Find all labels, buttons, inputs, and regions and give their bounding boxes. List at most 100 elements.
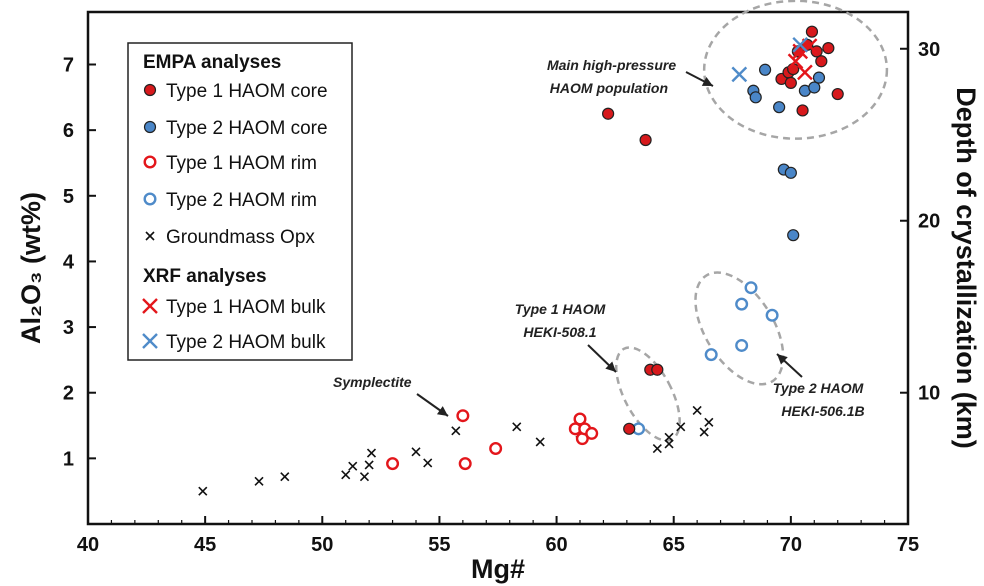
point-type-2-haom-rim [744,281,758,295]
annotation-main-population-line2: HAOM population [550,80,668,96]
y-axis-right-title: Depth of crystallization (km) [951,87,981,449]
point-groundmass-opx [198,486,208,496]
point-type-1-haom-core [651,363,664,376]
legend-label-type-2-haom-bulk: Type 2 HAOM bulk [166,332,326,353]
y-tick-label: 1 [63,448,74,470]
series-type-1-haom-bulk [787,38,818,81]
legend-marker-type-1-haom-core [143,83,157,97]
legend-label-type-1-haom-core: Type 1 HAOM core [166,81,328,102]
point-type-1-haom-bulk [787,53,804,70]
point-type-2-haom-core [808,81,821,94]
point-type-1-haom-core [639,133,652,147]
legend-label-type-2-haom-core: Type 2 HAOM core [166,118,328,139]
annotation-main-population: Main high-pressure HAOM population [547,57,680,96]
point-type-1-haom-core [822,42,835,55]
point-groundmass-opx [676,422,686,432]
legend-item-type-2-haom-bulk: Type 2 HAOM bulk [142,332,326,353]
point-type-1-haom-rim [458,457,472,471]
x-tick-label: 70 [780,534,802,556]
legend: EMPA analyses XRF analyses Type 1 HAOM c… [127,42,353,361]
point-type-1-haom-core [602,107,615,120]
legend-heading-xrf: XRF analyses [143,266,267,287]
y2-tick-label: 20 [918,211,940,233]
point-type-2-haom-core [749,91,762,104]
point-groundmass-opx [535,437,545,447]
x-tick-label: 55 [428,534,450,556]
annotation-type2: Type 2 HAOM HEKI-506.1B [773,380,867,419]
legend-marker-type-1-haom-rim [143,155,157,169]
legend-label-type-1-haom-rim: Type 1 HAOM rim [166,153,317,174]
x-tick-label: 60 [545,534,567,556]
point-groundmass-opx [364,460,374,470]
point-groundmass-opx [280,472,290,482]
legend-marker-type-2-haom-rim [143,192,157,206]
point-type-2-haom-core [812,71,826,84]
annotation-main-population-line1: Main high-pressure [547,57,676,73]
point-type-2-haom-core [773,101,786,114]
legend-item-type-1-haom-rim: Type 1 HAOM rim [143,153,317,174]
y-axis-title: Al₂O₃ (wt%) [16,192,46,344]
annotation-symplectite: Symplectite [333,374,412,390]
point-groundmass-opx [254,476,264,486]
y-tick-label: 6 [63,120,74,142]
point-type-2-haom-rim [765,308,779,322]
y-tick-label: 7 [63,55,74,77]
arrow-type1-haom-head [605,361,616,372]
arrow-symplectite-head [436,406,448,416]
annotation-type1-line2: HEKI-508.1 [523,324,596,340]
point-groundmass-opx [423,458,433,468]
point-type-2-haom-core [784,166,797,179]
point-type-2-haom-bulk [792,36,809,53]
point-type-1-haom-core [784,76,797,89]
point-groundmass-opx [348,461,358,471]
series-type-2-haom-rim [632,281,779,436]
legend-item-groundmass-opx: Groundmass Opx [145,227,315,248]
ellipse-main-population [702,0,889,140]
x-axis-title: Mg# [471,554,525,584]
legend-items: Type 1 HAOM core Type 2 HAOM core Type 1 H… [142,81,328,353]
legend-heading-empa: EMPA analyses [143,52,281,73]
point-groundmass-opx [366,448,377,458]
point-type-2-haom-rim [704,348,718,362]
legend-marker-type-1-haom-bulk [142,298,158,314]
legend-label-groundmass-opx: Groundmass Opx [166,227,315,248]
point-type-1-haom-core [796,104,809,117]
point-type-1-haom-core [805,25,819,38]
y-tick-label: 2 [63,383,74,405]
x-tick-label: 65 [663,534,685,556]
point-type-1-haom-rim [386,457,400,471]
series-type-2-haom-bulk [731,36,809,83]
ellipse-type1-haom [614,346,681,442]
point-groundmass-opx [512,422,522,432]
legend-item-type-1-haom-bulk: Type 1 HAOM bulk [142,297,326,318]
x-tick-label: 50 [311,534,333,556]
point-type-1-haom-rim [489,442,503,456]
plot-area-frame [86,10,910,526]
y-tick-label: 3 [63,317,74,339]
point-type-2-haom-rim [735,297,749,311]
x-tick-label: 45 [194,534,216,556]
annotation-arrows [416,71,803,417]
point-groundmass-opx [359,472,370,482]
point-type-2-haom-core [787,229,800,242]
point-type-1-haom-core [623,422,636,435]
point-groundmass-opx [664,439,674,449]
point-type-1-haom-rim [456,409,470,423]
point-groundmass-opx [704,417,714,427]
annotation-type2-line1: Type 2 HAOM [773,380,864,396]
legend-box [127,42,353,361]
point-type-2-haom-core [758,63,772,76]
point-type-1-haom-core [810,45,823,58]
annotation-type2-line2: HEKI-506.1B [781,403,864,419]
point-type-1-haom-rim [585,426,599,440]
legend-marker-type-2-haom-bulk [142,333,158,349]
point-groundmass-opx [411,447,421,457]
y-axis-right: 10 20 30 [900,39,940,405]
point-type-1-haom-core [815,55,828,68]
annotation-type1-line1: Type 1 HAOM [515,301,606,317]
point-groundmass-opx [652,443,662,454]
legend-marker-groundmass-opx [145,231,155,241]
point-type-2-haom-bulk [731,66,748,83]
series-groundmass-opx [198,405,714,496]
